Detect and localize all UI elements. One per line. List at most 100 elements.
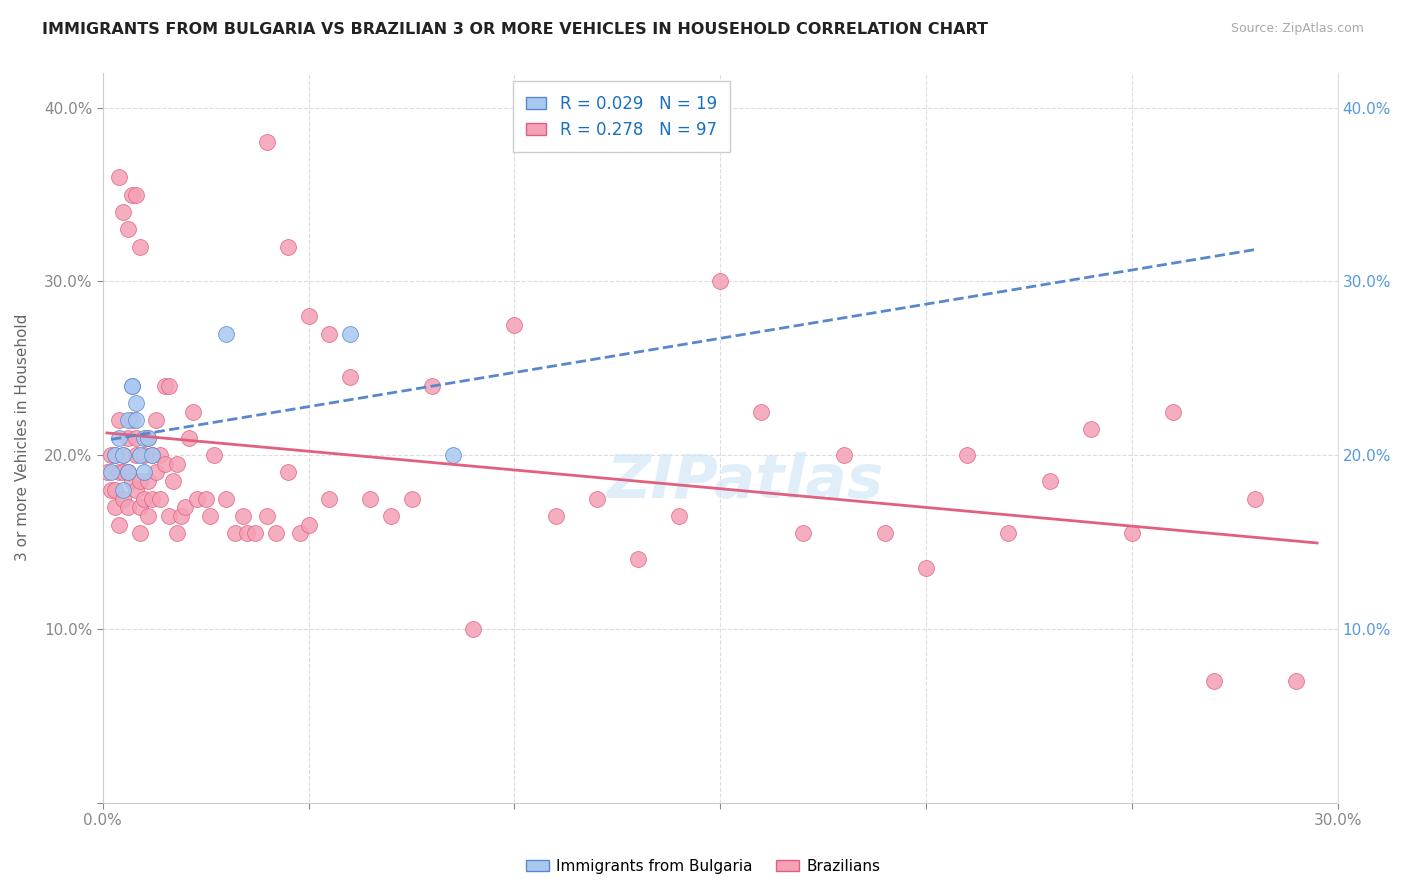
Point [792, 526, 814, 541]
Point [121, 187, 143, 202]
Point [441, 448, 464, 462]
Point [544, 508, 567, 523]
Point [832, 448, 855, 462]
Point [751, 405, 773, 419]
Point [956, 448, 979, 462]
Point [224, 526, 246, 541]
Point [125, 413, 148, 427]
Point [297, 309, 319, 323]
Point [1080, 422, 1102, 436]
Point [709, 274, 731, 288]
Point [1285, 673, 1308, 688]
Point [117, 222, 139, 236]
Y-axis label: 3 or more Vehicles in Household: 3 or more Vehicles in Household [15, 314, 30, 561]
Point [108, 517, 131, 532]
Point [100, 448, 122, 462]
Point [149, 491, 172, 506]
Point [380, 508, 402, 523]
Point [117, 466, 139, 480]
Point [873, 526, 896, 541]
Point [104, 48, 127, 62]
Point [117, 500, 139, 515]
Point [104, 483, 127, 497]
Point [256, 508, 278, 523]
Point [117, 431, 139, 445]
Point [401, 491, 423, 506]
Point [108, 413, 131, 427]
Point [141, 448, 163, 462]
Point [264, 526, 287, 541]
Point [136, 474, 159, 488]
Point [277, 240, 299, 254]
Point [112, 448, 135, 462]
Point [997, 526, 1019, 541]
Point [339, 370, 361, 384]
Point [104, 448, 127, 462]
Point [112, 466, 135, 480]
Point [243, 526, 266, 541]
Point [141, 448, 163, 462]
Point [108, 170, 131, 185]
Text: ZIPatlas: ZIPatlas [606, 452, 883, 511]
Point [136, 431, 159, 445]
Point [297, 517, 319, 532]
Point [318, 491, 340, 506]
Point [170, 508, 193, 523]
Point [121, 474, 143, 488]
Point [108, 431, 131, 445]
Point [100, 466, 122, 480]
Point [585, 491, 607, 506]
Point [121, 413, 143, 427]
Point [166, 457, 188, 471]
Point [198, 508, 221, 523]
Point [141, 491, 163, 506]
Point [174, 500, 197, 515]
Point [153, 457, 176, 471]
Point [108, 466, 131, 480]
Legend: Immigrants from Bulgaria, Brazilians: Immigrants from Bulgaria, Brazilians [520, 853, 886, 880]
Legend: R = 0.029   N = 19, R = 0.278   N = 97: R = 0.029 N = 19, R = 0.278 N = 97 [513, 81, 730, 153]
Point [132, 491, 155, 506]
Point [166, 526, 188, 541]
Point [112, 483, 135, 497]
Point [1244, 491, 1267, 506]
Point [128, 474, 150, 488]
Point [125, 448, 148, 462]
Point [157, 508, 180, 523]
Point [128, 526, 150, 541]
Point [277, 466, 299, 480]
Point [104, 448, 127, 462]
Text: Source: ZipAtlas.com: Source: ZipAtlas.com [1230, 22, 1364, 36]
Point [128, 240, 150, 254]
Point [162, 474, 184, 488]
Point [132, 448, 155, 462]
Point [186, 491, 208, 506]
Point [112, 491, 135, 506]
Point [96, 466, 118, 480]
Point [145, 466, 167, 480]
Point [215, 491, 238, 506]
Point [153, 378, 176, 392]
Point [179, 431, 201, 445]
Point [136, 508, 159, 523]
Point [128, 448, 150, 462]
Point [183, 405, 205, 419]
Point [104, 500, 127, 515]
Point [112, 448, 135, 462]
Point [194, 491, 217, 506]
Point [359, 491, 381, 506]
Text: IMMIGRANTS FROM BULGARIA VS BRAZILIAN 3 OR MORE VEHICLES IN HOUSEHOLD CORRELATIO: IMMIGRANTS FROM BULGARIA VS BRAZILIAN 3 … [42, 22, 988, 37]
Point [215, 326, 238, 341]
Point [318, 326, 340, 341]
Point [125, 431, 148, 445]
Point [232, 508, 254, 523]
Point [915, 561, 938, 575]
Point [290, 526, 312, 541]
Point [100, 483, 122, 497]
Point [1121, 526, 1143, 541]
Point [627, 552, 650, 566]
Point [256, 136, 278, 150]
Point [463, 622, 485, 636]
Point [1204, 673, 1226, 688]
Point [125, 187, 148, 202]
